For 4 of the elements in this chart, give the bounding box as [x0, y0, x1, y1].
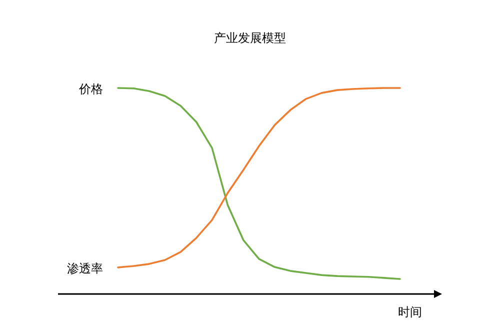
- series-label: 渗透率: [67, 261, 103, 276]
- series-label: 价格: [78, 82, 103, 96]
- x-axis-title: 时间: [398, 305, 422, 319]
- chart-title: 产业发展模型: [214, 31, 286, 45]
